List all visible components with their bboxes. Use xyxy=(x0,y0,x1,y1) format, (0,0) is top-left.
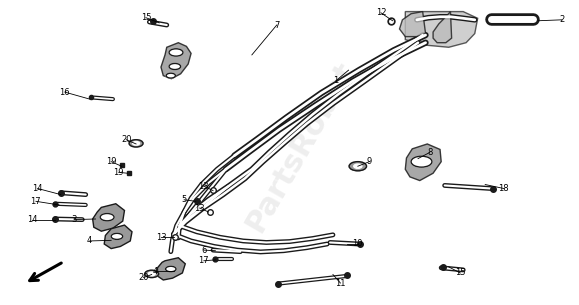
Circle shape xyxy=(129,140,143,147)
Text: 4: 4 xyxy=(87,236,93,246)
Text: 15: 15 xyxy=(141,13,151,22)
Text: 17: 17 xyxy=(31,197,41,206)
Circle shape xyxy=(148,272,155,276)
Text: 10: 10 xyxy=(353,239,363,249)
Text: 6: 6 xyxy=(201,246,207,255)
Text: 8: 8 xyxy=(427,148,433,157)
Polygon shape xyxy=(161,43,191,79)
Text: 19: 19 xyxy=(106,157,116,166)
Text: 5: 5 xyxy=(181,195,187,204)
Text: 15: 15 xyxy=(455,268,466,278)
Circle shape xyxy=(169,49,183,56)
Text: 16: 16 xyxy=(60,88,70,97)
Circle shape xyxy=(349,162,367,171)
Text: 7: 7 xyxy=(274,20,280,30)
Circle shape xyxy=(166,73,175,78)
Text: 4: 4 xyxy=(152,267,158,276)
Polygon shape xyxy=(405,12,478,47)
Text: 3: 3 xyxy=(71,215,77,224)
Polygon shape xyxy=(405,144,441,181)
Circle shape xyxy=(411,156,432,167)
Text: 13: 13 xyxy=(195,203,205,213)
Circle shape xyxy=(100,214,114,221)
Circle shape xyxy=(133,142,140,145)
Text: 1: 1 xyxy=(333,76,339,85)
Text: 11: 11 xyxy=(335,278,346,288)
Polygon shape xyxy=(93,204,124,231)
Polygon shape xyxy=(433,12,452,43)
Text: 14: 14 xyxy=(32,184,43,193)
Text: 20: 20 xyxy=(138,273,149,282)
Polygon shape xyxy=(157,258,185,280)
Circle shape xyxy=(169,63,181,70)
Text: 12: 12 xyxy=(376,8,386,17)
Text: 17: 17 xyxy=(199,256,209,265)
Text: 20: 20 xyxy=(121,135,131,144)
Circle shape xyxy=(111,233,123,239)
Text: 13: 13 xyxy=(156,233,166,242)
Polygon shape xyxy=(104,225,132,249)
Circle shape xyxy=(166,266,176,272)
Text: 9: 9 xyxy=(367,157,372,166)
Text: 13: 13 xyxy=(199,181,209,191)
Text: 19: 19 xyxy=(113,168,124,177)
Circle shape xyxy=(354,164,362,168)
Text: PartsRobot: PartsRobot xyxy=(241,56,361,236)
Polygon shape xyxy=(400,12,426,37)
Text: 2: 2 xyxy=(559,15,565,24)
Text: 14: 14 xyxy=(27,215,37,224)
Circle shape xyxy=(145,270,159,278)
Text: 18: 18 xyxy=(499,184,509,193)
